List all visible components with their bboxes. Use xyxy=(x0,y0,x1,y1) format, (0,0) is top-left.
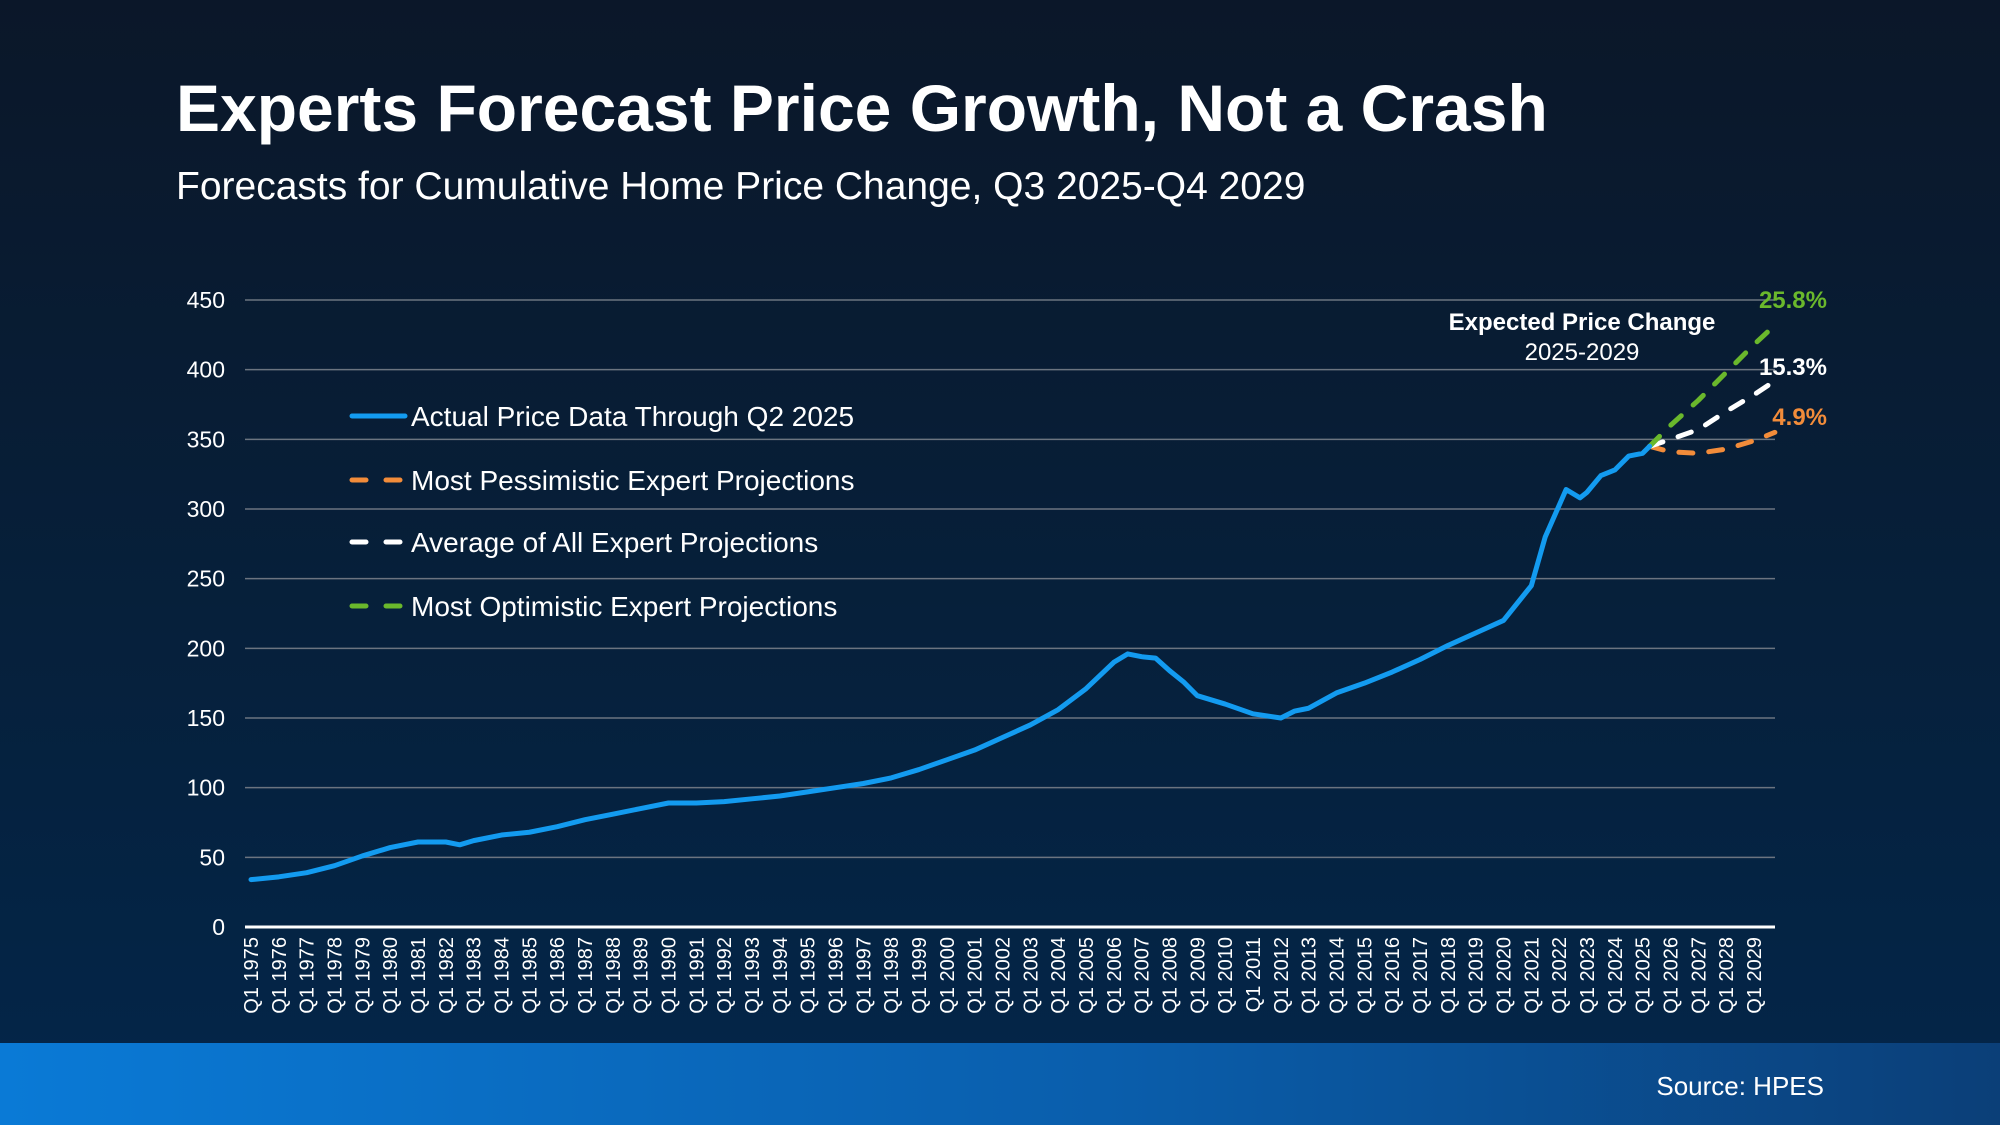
series-line-pessimistic xyxy=(1647,429,1778,456)
x-tick-label: Q1 2000 xyxy=(937,937,959,1014)
y-tick-label: 0 xyxy=(212,914,225,940)
x-tick-label: Q1 1998 xyxy=(881,937,903,1014)
x-tick-label: Q1 2022 xyxy=(1549,937,1571,1014)
x-tick-label: Q1 1996 xyxy=(826,937,848,1014)
legend-label-pessimistic: Most Pessimistic Expert Projections xyxy=(411,465,854,496)
x-tick-label: Q1 1994 xyxy=(770,937,792,1014)
chart-subtitle: Forecasts for Cumulative Home Price Chan… xyxy=(176,165,1306,208)
x-tick-label: Q1 1983 xyxy=(464,937,486,1014)
x-tick-label: Q1 1976 xyxy=(269,937,291,1014)
x-tick-label: Q1 2015 xyxy=(1354,937,1376,1014)
chart-title: Experts Forecast Price Growth, Not a Cra… xyxy=(176,71,1548,145)
series-line-actual xyxy=(248,443,1653,883)
y-tick-label: 350 xyxy=(187,426,225,452)
x-tick-label: Q1 2028 xyxy=(1716,937,1738,1014)
x-tick-label: Q1 1989 xyxy=(631,937,653,1014)
x-tick-label: Q1 1986 xyxy=(547,937,569,1014)
series-line-average xyxy=(1647,378,1778,449)
x-tick-label: Q1 2019 xyxy=(1466,937,1488,1014)
x-tick-label: Q1 2012 xyxy=(1271,937,1293,1014)
source-note: Source: HPES xyxy=(1656,1071,1824,1101)
x-tick-label: Q1 2010 xyxy=(1215,937,1237,1014)
annotation-heading: Expected Price Change xyxy=(1449,309,1716,336)
x-tick-label: Q1 1987 xyxy=(575,937,597,1014)
x-tick-label: Q1 2026 xyxy=(1661,937,1683,1014)
x-tick-label: Q1 1997 xyxy=(853,937,875,1014)
x-tick-label: Q1 1993 xyxy=(742,937,764,1014)
y-tick-label: 400 xyxy=(187,357,225,383)
y-tick-label: 50 xyxy=(199,844,225,870)
x-tick-label: Q1 1978 xyxy=(325,937,347,1014)
x-tick-label: Q1 2001 xyxy=(965,937,987,1014)
x-tick-label: Q1 2009 xyxy=(1187,937,1209,1014)
x-tick-label: Q1 1999 xyxy=(909,937,931,1014)
x-tick-label: Q1 2013 xyxy=(1299,937,1321,1014)
x-tick-label: Q1 2017 xyxy=(1410,937,1432,1014)
legend-label-average: Average of All Expert Projections xyxy=(411,527,818,558)
x-tick-label: Q1 1988 xyxy=(603,937,625,1014)
y-tick-label: 450 xyxy=(187,287,225,313)
x-tick-label: Q1 1995 xyxy=(798,937,820,1014)
y-tick-label: 250 xyxy=(187,566,225,592)
x-tick-label: Q1 1975 xyxy=(241,937,263,1014)
x-tick-label: Q1 1990 xyxy=(659,937,681,1014)
x-tick-label: Q1 1992 xyxy=(714,937,736,1014)
x-tick-label: Q1 2016 xyxy=(1382,937,1404,1014)
footer-band: Source: HPES xyxy=(0,1043,2000,1125)
x-tick-label: Q1 1985 xyxy=(519,937,541,1014)
x-tick-label: Q1 2006 xyxy=(1104,937,1126,1014)
end-label-average: 15.3% xyxy=(1759,354,1827,381)
x-tick-label: Q1 1981 xyxy=(408,937,430,1014)
x-tick-label: Q1 1991 xyxy=(686,937,708,1014)
x-tick-label: Q1 2004 xyxy=(1048,937,1070,1014)
end-label-pessimistic: 4.9% xyxy=(1772,404,1827,431)
x-tick-label: Q1 2020 xyxy=(1494,937,1516,1014)
x-tick-label: Q1 2027 xyxy=(1688,937,1710,1014)
y-tick-label: 300 xyxy=(187,496,225,522)
x-tick-label: Q1 1980 xyxy=(380,937,402,1014)
x-tick-label: Q1 2014 xyxy=(1327,937,1349,1014)
price-forecast-chart: 0 50 100 150 200 250 300 350 400 450 Q1 1975 Q1 197… xyxy=(187,287,1827,1014)
x-tick-label: Q1 2021 xyxy=(1521,937,1543,1014)
x-tick-label: Q1 1979 xyxy=(352,937,374,1014)
x-tick-label: Q1 1982 xyxy=(436,937,458,1014)
y-tick-label: 100 xyxy=(187,775,225,801)
x-tick-label: Q1 2023 xyxy=(1577,937,1599,1014)
x-tick-label: Q1 2018 xyxy=(1438,937,1460,1014)
x-tick-label: Q1 1984 xyxy=(492,937,514,1014)
x-tick-label: Q1 2002 xyxy=(993,937,1015,1014)
x-tick-label: Q1 2029 xyxy=(1744,937,1766,1014)
series-line-optimistic xyxy=(1647,322,1778,449)
legend-label-actual: Actual Price Data Through Q2 2025 xyxy=(411,401,854,432)
annotation-subheading: 2025-2029 xyxy=(1525,339,1640,366)
x-tick-label: Q1 2011 xyxy=(1243,937,1265,1012)
y-tick-label: 150 xyxy=(187,705,225,731)
y-tick-label: 200 xyxy=(187,635,225,661)
x-tick-label: Q1 2007 xyxy=(1132,937,1154,1014)
x-tick-label: Q1 2005 xyxy=(1076,937,1098,1014)
x-tick-label: Q1 1977 xyxy=(297,937,319,1014)
x-tick-label: Q1 2025 xyxy=(1633,937,1655,1014)
legend-label-optimistic: Most Optimistic Expert Projections xyxy=(411,591,837,622)
end-label-optimistic: 25.8% xyxy=(1759,287,1827,314)
x-tick-label: Q1 2008 xyxy=(1160,937,1182,1014)
x-tick-label: Q1 2024 xyxy=(1605,937,1627,1014)
x-tick-label: Q1 2003 xyxy=(1020,937,1042,1014)
